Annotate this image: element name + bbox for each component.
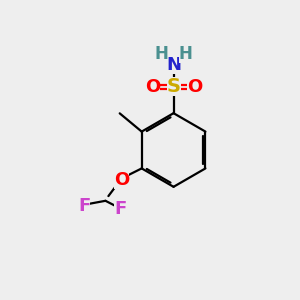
Text: O: O (114, 171, 129, 189)
Text: H: H (179, 45, 193, 63)
Text: S: S (167, 77, 181, 96)
Text: O: O (187, 78, 202, 96)
Text: F: F (78, 197, 90, 215)
Text: N: N (166, 56, 181, 74)
Text: O: O (145, 78, 160, 96)
Text: H: H (154, 45, 168, 63)
Text: F: F (114, 200, 126, 218)
